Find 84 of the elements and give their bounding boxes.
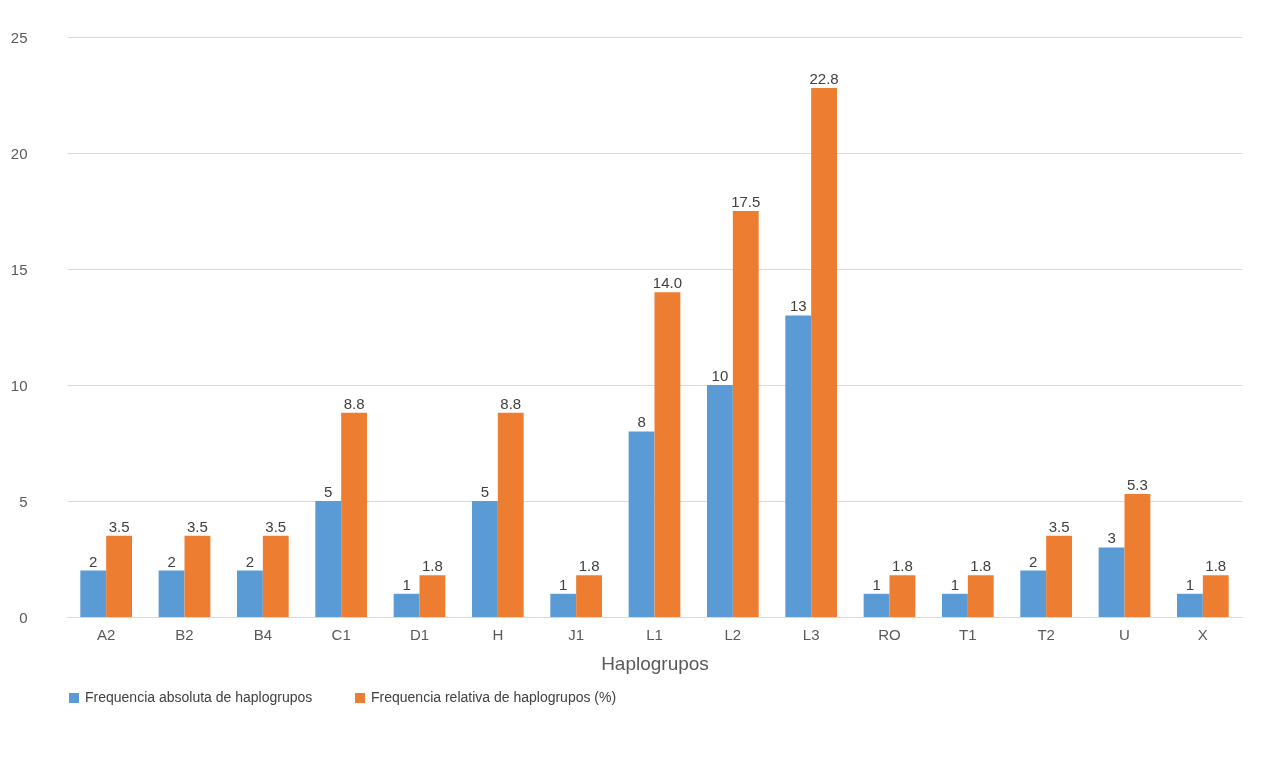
data-label: 13 bbox=[789, 297, 807, 315]
data-label: 8 bbox=[637, 413, 646, 431]
bar bbox=[236, 570, 263, 617]
x-tick-label: RO bbox=[878, 625, 901, 643]
data-label: 5.3 bbox=[1127, 476, 1148, 494]
data-label: 5 bbox=[480, 483, 490, 500]
bar bbox=[1046, 535, 1073, 617]
bar bbox=[419, 575, 446, 617]
data-label: 3.5 bbox=[1048, 517, 1070, 535]
x-tick-label: B4 bbox=[253, 625, 273, 643]
data-label: 22.8 bbox=[809, 70, 839, 88]
bar bbox=[1176, 593, 1203, 617]
x-tick-label: D1 bbox=[409, 625, 430, 643]
bar bbox=[1098, 547, 1125, 617]
bar bbox=[158, 570, 185, 617]
data-label: 1.8 bbox=[892, 557, 913, 575]
y-tick-label: 20 bbox=[10, 144, 28, 162]
x-tick-label: H bbox=[492, 625, 504, 643]
bar bbox=[341, 412, 368, 617]
data-label: 3.5 bbox=[187, 517, 208, 535]
bar bbox=[967, 575, 994, 617]
data-label: 2 bbox=[167, 552, 176, 570]
x-axis-title: Haplogrupos bbox=[601, 652, 709, 674]
legend-label: Frequencia relativa de haplogrupos (%) bbox=[371, 689, 617, 705]
data-label: 1.8 bbox=[1205, 557, 1227, 575]
y-tick-label: 15 bbox=[10, 260, 28, 278]
data-label: 3 bbox=[1107, 529, 1116, 547]
bar bbox=[262, 535, 289, 617]
bar bbox=[1202, 575, 1229, 617]
bar bbox=[184, 535, 211, 617]
bar bbox=[1020, 570, 1047, 617]
data-label: 2 bbox=[1029, 552, 1038, 570]
x-tick-label: X bbox=[1197, 625, 1208, 643]
bar bbox=[550, 593, 577, 617]
data-label: 2 bbox=[89, 552, 98, 570]
x-tick-label: T1 bbox=[959, 625, 977, 643]
data-label: 14.0 bbox=[652, 274, 683, 292]
data-label: 3.5 bbox=[265, 517, 287, 535]
x-tick-label: L1 bbox=[646, 625, 663, 643]
data-label: 1 bbox=[402, 575, 411, 593]
bar bbox=[393, 593, 420, 617]
bar bbox=[106, 535, 133, 617]
data-label: 8.8 bbox=[500, 394, 522, 412]
y-tick-label: 0 bbox=[19, 608, 28, 626]
x-tick-label: L3 bbox=[802, 625, 820, 643]
y-tick-label: 5 bbox=[19, 492, 28, 510]
data-label: 5 bbox=[324, 483, 333, 500]
data-label: 3.5 bbox=[108, 517, 130, 535]
x-tick-label: U bbox=[1119, 625, 1130, 643]
data-label: 1 bbox=[950, 575, 960, 593]
data-label: 1 bbox=[872, 575, 881, 593]
data-label: 17.5 bbox=[731, 193, 761, 210]
bar bbox=[471, 501, 498, 617]
data-label: 1 bbox=[559, 575, 568, 593]
y-tick-label: 25 bbox=[10, 28, 28, 46]
bar bbox=[732, 211, 759, 617]
bar bbox=[706, 385, 733, 617]
data-label: 2 bbox=[245, 552, 255, 570]
bar bbox=[863, 593, 890, 617]
data-label: 1 bbox=[1185, 575, 1195, 593]
data-label: 10 bbox=[711, 367, 729, 384]
bar bbox=[889, 575, 916, 617]
bar bbox=[315, 501, 342, 617]
bar bbox=[497, 412, 524, 617]
y-tick-label: 10 bbox=[10, 376, 28, 394]
legend-label: Frequencia absoluta de haplogrupos bbox=[85, 689, 313, 705]
x-tick-label: J1 bbox=[568, 625, 585, 643]
bar bbox=[941, 593, 968, 617]
data-label: 1.8 bbox=[970, 557, 992, 575]
bar bbox=[576, 575, 603, 617]
x-tick-label: T2 bbox=[1037, 625, 1055, 643]
bar bbox=[80, 570, 107, 617]
bar bbox=[1124, 494, 1151, 617]
x-tick-label: B2 bbox=[175, 625, 194, 643]
data-label: 1.8 bbox=[422, 557, 443, 575]
data-label: 8.8 bbox=[343, 394, 365, 412]
data-label: 1.8 bbox=[578, 557, 600, 575]
bar bbox=[785, 315, 812, 617]
x-tick-label: A2 bbox=[96, 625, 116, 643]
bar bbox=[811, 88, 838, 617]
x-tick-label: C1 bbox=[331, 625, 351, 643]
x-tick-label: L2 bbox=[724, 625, 742, 643]
bar bbox=[628, 431, 655, 617]
bar bbox=[654, 292, 681, 617]
